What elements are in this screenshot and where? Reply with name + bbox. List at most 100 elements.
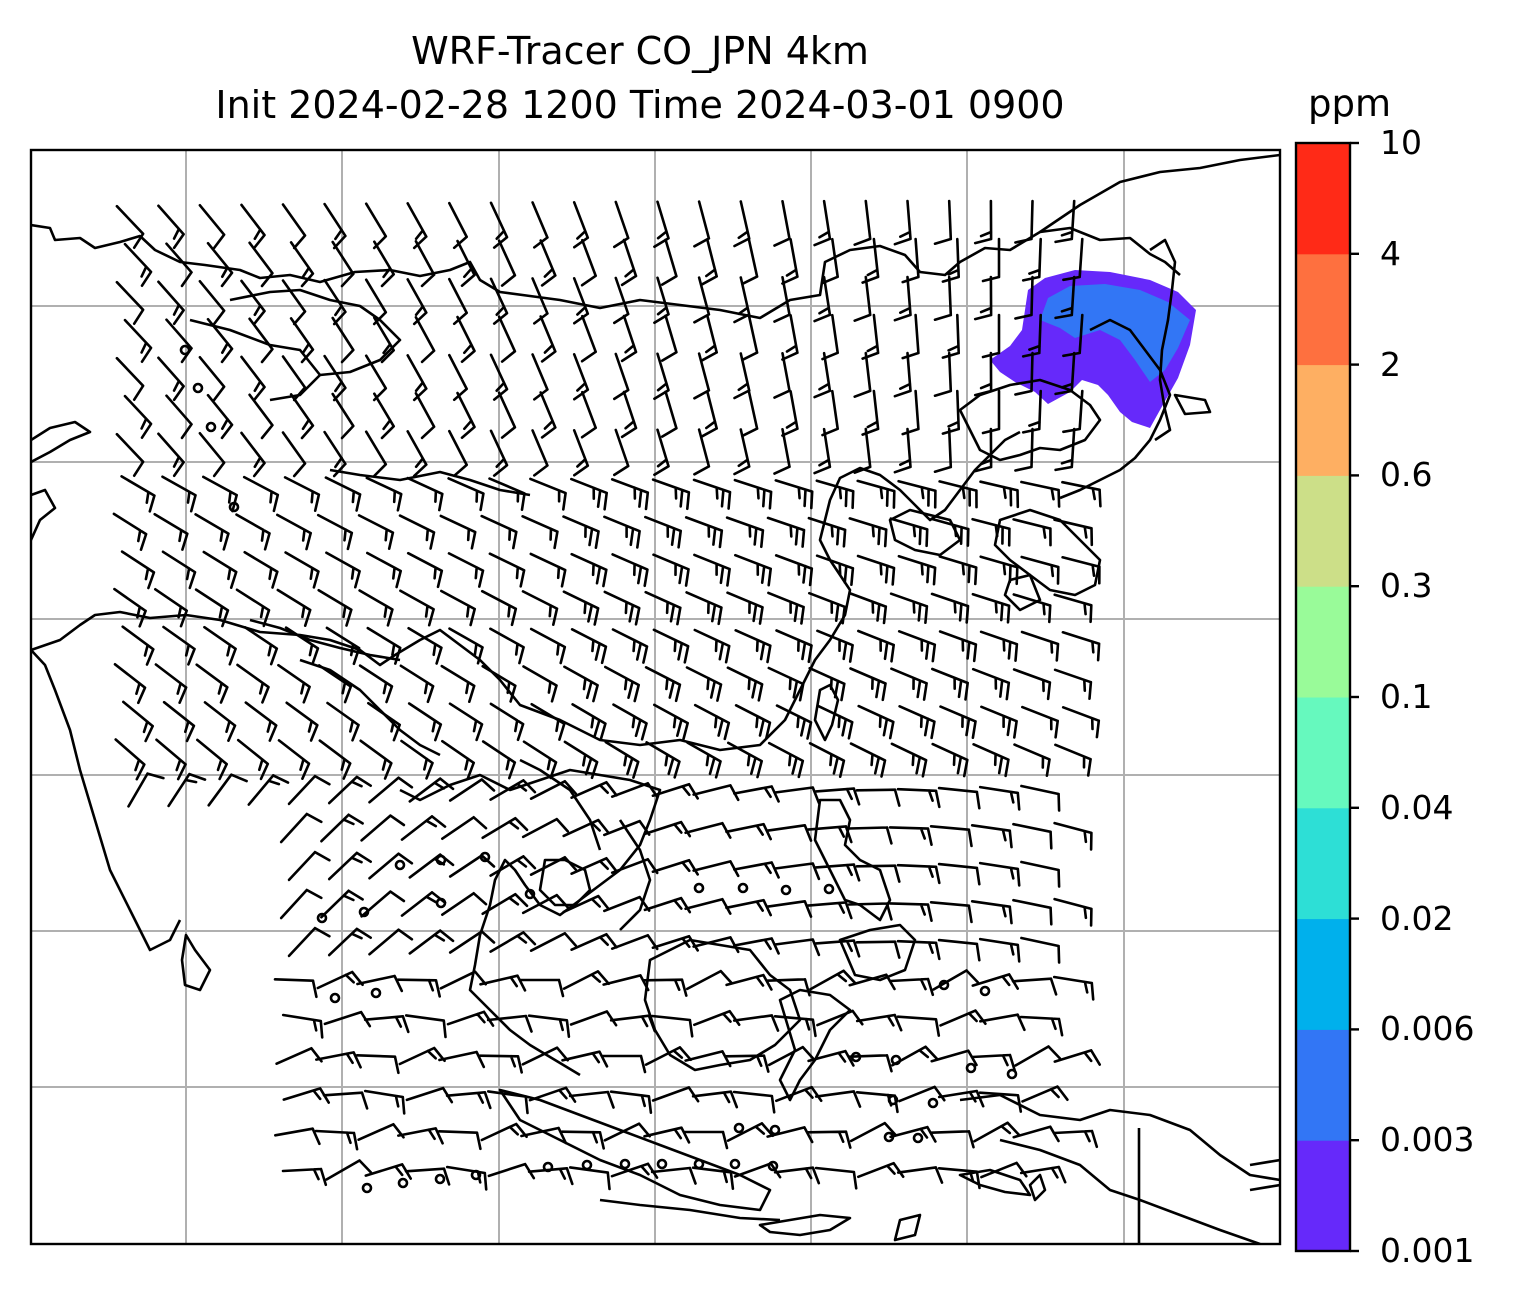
wind-barb bbox=[612, 703, 648, 741]
wind-barb bbox=[896, 863, 941, 885]
wind-barb bbox=[240, 355, 266, 402]
wind-barb bbox=[323, 430, 347, 478]
wind-barb bbox=[282, 1087, 330, 1104]
wind-barb bbox=[478, 1054, 523, 1074]
wind-barb bbox=[978, 785, 1021, 811]
wind-barb bbox=[368, 852, 414, 880]
wind-barb bbox=[814, 1090, 862, 1108]
wind-barb bbox=[568, 1090, 615, 1109]
wind-barb bbox=[359, 739, 393, 780]
wind-barb bbox=[941, 389, 960, 435]
wind-barb bbox=[732, 1090, 776, 1114]
wind-barb bbox=[693, 1009, 741, 1027]
wind-barb bbox=[932, 969, 980, 991]
wind-barb bbox=[440, 589, 476, 627]
wind-barb bbox=[726, 1122, 775, 1142]
wind-barb bbox=[898, 1085, 946, 1103]
wind-barb bbox=[165, 242, 193, 288]
wind-barb bbox=[653, 428, 670, 476]
wind-barb bbox=[287, 926, 331, 958]
wind-barb bbox=[281, 431, 307, 478]
wind-barb bbox=[1053, 518, 1094, 547]
wind-barb bbox=[814, 939, 861, 958]
wind-barb bbox=[243, 626, 279, 666]
wind-barb bbox=[725, 973, 773, 991]
wind-barb bbox=[941, 237, 960, 283]
wind-barb bbox=[686, 741, 722, 779]
wind-barb bbox=[613, 276, 630, 325]
wind-barb bbox=[971, 667, 1011, 701]
wind-barb bbox=[644, 1046, 693, 1066]
wind-barb bbox=[814, 863, 861, 882]
wind-barb bbox=[808, 591, 846, 625]
wind-barb bbox=[1011, 977, 1058, 996]
wind-barb bbox=[856, 479, 896, 509]
wind-barb bbox=[685, 591, 723, 626]
wind-barb bbox=[620, 314, 638, 363]
wind-barb bbox=[580, 238, 597, 287]
wind-barb bbox=[414, 316, 436, 364]
wind-barb bbox=[1062, 237, 1084, 282]
wind-barb bbox=[1014, 1045, 1062, 1067]
wind-barb bbox=[897, 479, 937, 509]
wind-barb bbox=[775, 629, 813, 664]
wind-barb bbox=[561, 1050, 609, 1068]
wind-barb bbox=[1020, 860, 1061, 888]
wind-barb bbox=[1054, 743, 1092, 777]
wind-barb bbox=[400, 815, 447, 841]
wind-barb bbox=[888, 902, 933, 922]
wind-barb bbox=[893, 351, 912, 398]
wind-barb bbox=[366, 626, 402, 665]
wind-barb bbox=[456, 239, 476, 287]
wind-barb bbox=[773, 352, 791, 399]
wind-barb bbox=[889, 517, 929, 548]
wind-barb bbox=[235, 513, 271, 551]
wind-barb bbox=[981, 389, 1001, 435]
wind-barb bbox=[488, 552, 526, 588]
wind-barb bbox=[440, 664, 476, 703]
wind-barb bbox=[604, 665, 640, 703]
wind-barb bbox=[519, 978, 565, 998]
wind-barb bbox=[930, 592, 970, 624]
wind-barb bbox=[448, 201, 468, 250]
wind-barb bbox=[165, 394, 193, 440]
plume-inner bbox=[1040, 284, 1190, 382]
wind-barb bbox=[741, 314, 759, 362]
wind-barb bbox=[604, 740, 640, 779]
wind-barb bbox=[530, 702, 566, 741]
wind-barb bbox=[901, 313, 920, 360]
wind-barb bbox=[368, 928, 414, 956]
wind-barb bbox=[929, 901, 973, 924]
wind-barb bbox=[287, 774, 331, 806]
wind-barb bbox=[406, 476, 444, 512]
wind-barb bbox=[645, 741, 681, 779]
wind-barb bbox=[520, 1126, 568, 1145]
colorbar-segment bbox=[1296, 918, 1350, 1030]
wind-barb bbox=[733, 785, 780, 803]
wind-barb bbox=[613, 428, 630, 477]
wind-barb bbox=[373, 240, 395, 288]
wind-barb bbox=[941, 313, 960, 359]
wind-barb bbox=[521, 1046, 569, 1066]
wind-barb bbox=[527, 1167, 574, 1186]
wind-barb bbox=[404, 1014, 447, 1039]
wind-barb bbox=[331, 240, 355, 288]
wind-barb bbox=[970, 824, 1013, 849]
wind-barb bbox=[327, 851, 372, 881]
wind-barb bbox=[408, 929, 455, 955]
wind-barb bbox=[580, 314, 597, 363]
wind-barb bbox=[157, 204, 185, 250]
wind-barb bbox=[1021, 237, 1042, 282]
colorbar-segment bbox=[1296, 1029, 1350, 1141]
wind-barb bbox=[153, 512, 189, 551]
colorbar-segment bbox=[1296, 586, 1350, 698]
wind-barb bbox=[327, 927, 372, 957]
wind-barb bbox=[901, 389, 920, 436]
wind-barb bbox=[320, 813, 364, 843]
wind-barb bbox=[938, 480, 978, 509]
wind-barb bbox=[1012, 518, 1052, 547]
wind-barb bbox=[194, 513, 230, 551]
wind-barb bbox=[195, 663, 229, 704]
wind-barb bbox=[363, 1015, 410, 1034]
wind-barb bbox=[693, 703, 731, 741]
